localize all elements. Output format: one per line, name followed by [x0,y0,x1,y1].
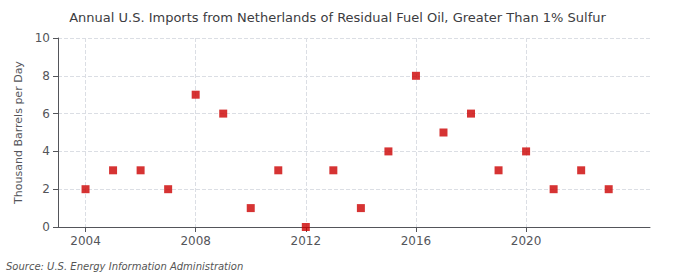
svg-text:2: 2 [42,182,50,196]
svg-text:0: 0 [42,220,50,234]
svg-text:2020: 2020 [511,234,542,248]
svg-text:Source: U.S. Energy Informatio: Source: U.S. Energy Information Administ… [6,261,243,272]
svg-text:8: 8 [42,69,50,83]
svg-text:2012: 2012 [291,234,322,248]
svg-text:Thousand Barrels per Day: Thousand Barrels per Day [12,61,25,205]
svg-text:10: 10 [35,31,50,45]
svg-text:2016: 2016 [401,234,432,248]
svg-text:Annual U.S. Imports from Nethe: Annual U.S. Imports from Netherlands of … [69,10,606,25]
svg-text:6: 6 [42,107,50,121]
svg-text:2004: 2004 [70,234,101,248]
svg-text:4: 4 [42,144,50,158]
svg-text:2008: 2008 [180,234,211,248]
